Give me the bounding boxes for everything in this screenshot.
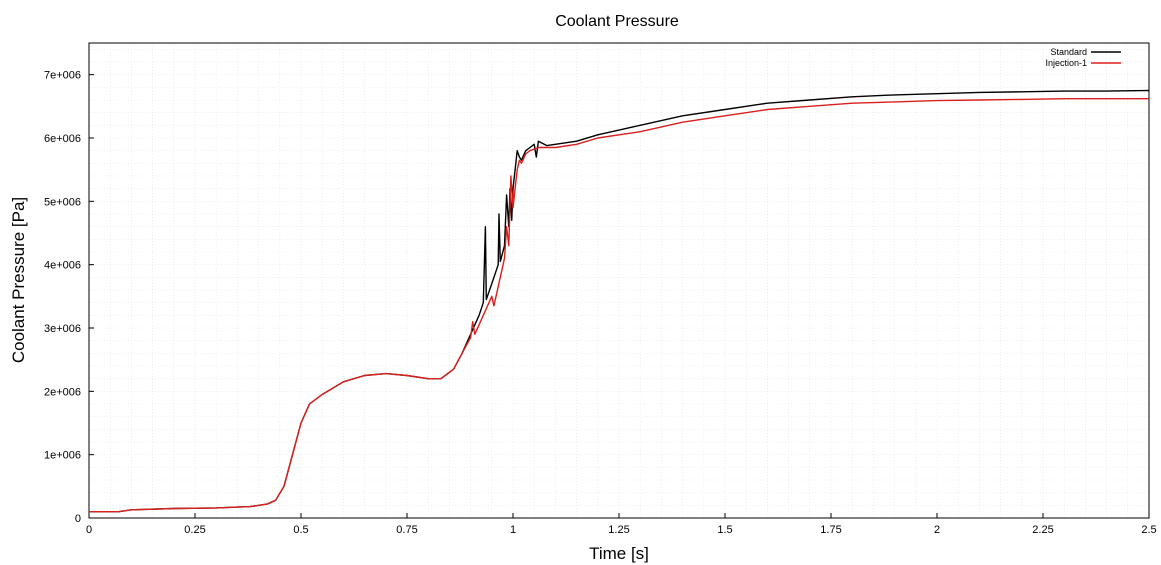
legend-label: Injection-1 (1045, 58, 1087, 68)
y-tick-label: 0 (75, 513, 81, 525)
x-axis-title: Time [s] (589, 544, 649, 563)
y-tick-label: 4e+006 (44, 260, 81, 272)
x-tick-label: 2.25 (1032, 524, 1053, 536)
x-tick-label: 0.5 (293, 524, 308, 536)
y-tick-label: 1e+006 (44, 450, 81, 462)
x-tick-label: 1 (510, 524, 516, 536)
y-tick-label: 2e+006 (44, 386, 81, 398)
y-tick-label: 7e+006 (44, 70, 81, 82)
x-tick-label: 1.75 (820, 524, 841, 536)
grid (88, 43, 1150, 519)
x-tick-label: 0.75 (396, 524, 417, 536)
y-tick-label: 5e+006 (44, 196, 81, 208)
y-tick-label: 6e+006 (44, 133, 81, 145)
series-line-injection-1 (89, 98, 1149, 513)
x-tick-label: 2.5 (1141, 524, 1156, 536)
x-tick-label: 0 (86, 524, 92, 536)
chart-title: Coolant Pressure (555, 13, 679, 30)
axis-ticks: 0 0.25 0.5 0.75 1 1.25 1.5 1.75 2 2.25 2.5 0 1e+006 2… (44, 70, 1157, 536)
x-tick-label: 1.25 (608, 524, 629, 536)
x-tick-label: 2 (934, 524, 940, 536)
y-axis-title: Coolant Pressure [Pa] (9, 197, 28, 363)
x-tick-label: 0.25 (184, 524, 205, 536)
y-tick-label: 3e+006 (44, 323, 81, 335)
x-tick-label: 1.5 (717, 524, 732, 536)
legend-label: Standard (1050, 47, 1087, 57)
series-layer (89, 89, 1150, 513)
